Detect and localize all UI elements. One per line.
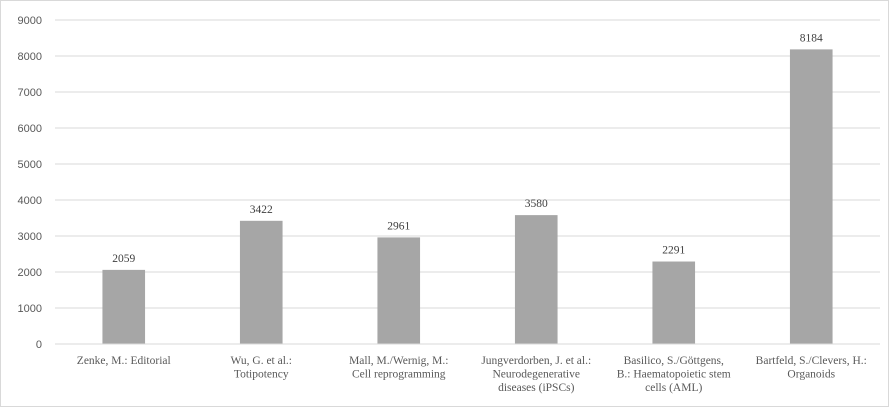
data-label: 2291 (662, 245, 685, 257)
x-tick-label-line: Bartfeld, S./Clevers, H.: (756, 355, 867, 367)
x-axis: Zenke, M.: Editorial Wu, G. et al.: Totipo… (55, 343, 880, 394)
data-label: 3422 (250, 204, 273, 216)
y-tick-label: 0 (36, 339, 42, 351)
bar (514, 215, 558, 344)
y-tick-label: 5000 (18, 159, 42, 171)
bars (102, 49, 833, 344)
data-label: 3580 (525, 198, 548, 210)
bar (377, 237, 421, 344)
y-tick-label: 2000 (18, 267, 42, 279)
x-tick-label-line: Jungverdorben, J. et al.: (481, 355, 591, 367)
y-tick-label: 1000 (18, 303, 42, 315)
x-tick-label: Zenke, M.: Editorial (77, 355, 171, 367)
gridlines (55, 19, 880, 309)
data-label: 2961 (387, 220, 410, 232)
bar (789, 49, 833, 344)
bar (239, 220, 283, 344)
x-tick-label-line: Cell reprogramming (352, 369, 446, 381)
x-tick-label-line: Mall, M./Wernig, M.: (349, 355, 448, 367)
bar (652, 261, 696, 344)
data-labels: 2059 3422 2961 3580 2291 8184 (112, 32, 823, 265)
x-tick-label-line: cells (AML) (645, 382, 702, 394)
x-tick-label-line: Basilico, S./Göttgens, (624, 355, 724, 367)
x-tick-label: Bartfeld, S./Clevers, H.: Organoids (756, 355, 867, 381)
x-tick-label-line: Totipotency (234, 369, 289, 381)
x-tick-label-line: diseases (iPSCs) (498, 382, 575, 394)
y-tick-label: 6000 (18, 123, 42, 135)
x-tick-label: Jungverdorben, J. et al.: Neurodegenerati… (481, 355, 591, 394)
y-tick-label: 3000 (18, 231, 42, 243)
y-tick-label: 9000 (18, 15, 42, 27)
x-tick-label: Basilico, S./Göttgens, B.: Haematopoietic… (617, 355, 731, 394)
x-tick-label-line: Zenke, M.: Editorial (77, 355, 171, 367)
x-tick-label: Mall, M./Wernig, M.: Cell reprogramming (349, 355, 448, 381)
x-tick-label-line: Neurodegenerative (493, 369, 580, 381)
bar (102, 269, 146, 344)
x-tick-label-line: Wu, G. et al.: (231, 355, 293, 367)
data-label: 2059 (112, 253, 135, 265)
y-tick-label: 7000 (18, 87, 42, 99)
y-tick-label: 8000 (18, 51, 42, 63)
data-label: 8184 (800, 32, 823, 44)
y-tick-label: 4000 (18, 195, 42, 207)
x-tick-label-line: B.: Haematopoietic stem (617, 369, 731, 381)
y-axis: 0 1000 2000 3000 4000 5000 6000 7000 8000 9000 (18, 15, 42, 351)
x-tick-label: Wu, G. et al.: Totipotency (231, 355, 293, 381)
x-tick-label-line: Organoids (787, 369, 835, 381)
